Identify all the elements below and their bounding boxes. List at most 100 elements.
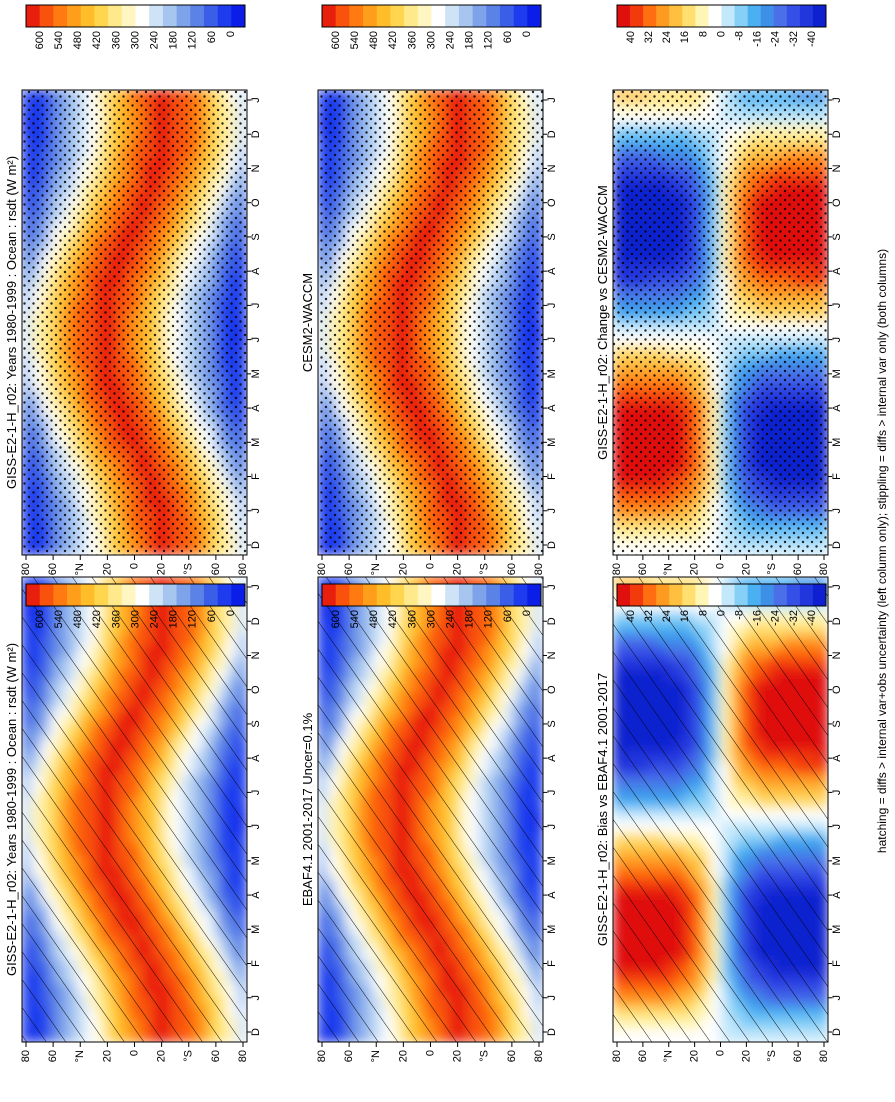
colorbar-tick-label: 360 — [110, 31, 122, 49]
colorbar-tick-label: 0 — [715, 610, 727, 616]
colorbar-swatch — [499, 584, 514, 606]
month-tick-label: F — [250, 960, 262, 967]
colorbar-swatch — [527, 5, 542, 27]
month-tick-label: D — [831, 1028, 843, 1036]
month-tick-label: S — [546, 233, 558, 240]
stippling-overlay — [318, 90, 543, 555]
colorbar-tick-label: 0 — [225, 610, 237, 616]
colorbar-swatch — [486, 5, 501, 27]
colorbar-tick-label: 420 — [91, 31, 103, 49]
lat-tick-label: 80 — [818, 563, 830, 575]
colorbar-tick-label: -16 — [752, 31, 764, 47]
month-tick-label: D — [831, 541, 843, 549]
month-tick-label: J — [831, 337, 843, 343]
colorbar-swatch — [431, 584, 446, 606]
month-tick-label: A — [546, 267, 558, 275]
colorbar-swatch — [149, 5, 164, 27]
lat-tick-label: 20 — [740, 1050, 752, 1062]
colorbar-swatch — [708, 5, 722, 27]
colorbar-swatch — [617, 584, 631, 606]
colorbar-tick-label: 360 — [406, 610, 418, 628]
colorbar-swatch — [363, 584, 378, 606]
lat-tick-label: °S — [479, 1050, 491, 1062]
colorbar-tick-label: -8 — [734, 31, 746, 41]
colorbar-tick-label: 8 — [697, 31, 709, 37]
lat-tick-label: 20 — [397, 1050, 409, 1062]
month-tick-label: D — [250, 1028, 262, 1036]
month-tick-label: M — [831, 856, 843, 865]
colorbar-tick-label: 600 — [34, 610, 46, 628]
colorbar-swatch — [322, 5, 336, 27]
colorbar-swatch — [108, 584, 123, 606]
panel-title: GISS-E2-1-H_r02: Bias vs EBAF4.1 2001-20… — [595, 673, 610, 946]
colorbar-tick-label: 540 — [53, 31, 65, 49]
lat-tick-label: °N — [370, 563, 382, 575]
month-tick-label: J — [250, 824, 262, 830]
colorbar-swatch — [203, 5, 218, 27]
colorbar-tick-label: 0 — [521, 610, 533, 616]
lat-tick-label: °N — [74, 1050, 86, 1062]
heatmap-field — [22, 90, 247, 555]
colorbar-tick-label: 540 — [53, 610, 65, 628]
month-tick-label: D — [546, 541, 558, 549]
panel-top-right: GISS-E2-1-H_r02: Years 1980-1999 : Ocean… — [4, 4, 262, 575]
colorbar-swatch — [231, 5, 246, 27]
colorbar-swatch — [349, 5, 364, 27]
colorbar-tick-label: 60 — [502, 31, 514, 43]
colorbar-tick-label: 480 — [72, 610, 84, 628]
colorbar-tick-label: 240 — [149, 31, 161, 49]
colorbar-swatch — [26, 584, 40, 606]
colorbar-tick-label: 0 — [521, 31, 533, 37]
colorbar-tick-label: -32 — [788, 31, 800, 47]
colorbar-swatch — [695, 584, 709, 606]
colorbar-swatch — [747, 5, 761, 27]
colorbar-frame — [616, 583, 827, 607]
colorbar-swatch — [94, 5, 109, 27]
colorbar-tick-label: 540 — [349, 610, 361, 628]
colorbar-tick-label: -16 — [752, 610, 764, 626]
panel-bottom-left: GISS-E2-1-H_r02: Bias vs EBAF4.1 2001-20… — [595, 576, 843, 1062]
month-tick-label: J — [250, 995, 262, 1001]
colorbar-swatch — [643, 584, 657, 606]
colorbar-swatch — [26, 5, 40, 27]
colorbar-swatch — [721, 5, 735, 27]
colorbar-swatch — [203, 584, 218, 606]
month-tick-label: M — [250, 438, 262, 447]
month-tick-label: M — [546, 925, 558, 934]
colorbar-swatch — [335, 5, 350, 27]
colorbar-tick-label: 300 — [425, 31, 437, 49]
month-tick-label: M — [250, 925, 262, 934]
lat-tick-label: °S — [183, 563, 195, 575]
footer-note: hatching = diffs > internal var+obs unce… — [875, 249, 889, 853]
colorbar-tick-label: 600 — [330, 610, 342, 628]
colorbar-swatch — [162, 584, 177, 606]
month-tick-label: M — [831, 438, 843, 447]
month-tick-label: D — [250, 130, 262, 138]
colorbar-swatch — [669, 584, 683, 606]
colorbar-swatch — [760, 5, 775, 27]
month-tick-label: J — [250, 97, 262, 103]
heatmap-field — [22, 577, 247, 1042]
lat-tick-label: 80 — [533, 563, 545, 575]
month-tick-label: D — [546, 130, 558, 138]
lat-tick-label: 20 — [397, 563, 409, 575]
month-tick-label: O — [546, 685, 558, 694]
month-tick-label: N — [831, 164, 843, 172]
month-tick-label: N — [546, 164, 558, 172]
lat-tick-label: 60 — [47, 1050, 59, 1062]
month-tick-label: J — [831, 995, 843, 1001]
month-tick-label: O — [831, 198, 843, 207]
colorbar-tick-label: 360 — [110, 610, 122, 628]
panel-top-left: GISS-E2-1-H_r02: Years 1980-1999 : Ocean… — [4, 576, 262, 1062]
colorbar-swatch — [94, 584, 109, 606]
colorbar-tick-label: 600 — [34, 31, 46, 49]
month-tick-label: N — [250, 164, 262, 172]
colorbar-tick-label: 120 — [187, 610, 199, 628]
colorbar-swatch — [812, 5, 827, 27]
month-tick-label: M — [546, 856, 558, 865]
colorbar-swatch — [349, 584, 364, 606]
colorbar-swatch — [656, 584, 670, 606]
colorbar-swatch — [376, 5, 391, 27]
month-tick-label: D — [831, 130, 843, 138]
lat-tick-label: 60 — [210, 563, 222, 575]
